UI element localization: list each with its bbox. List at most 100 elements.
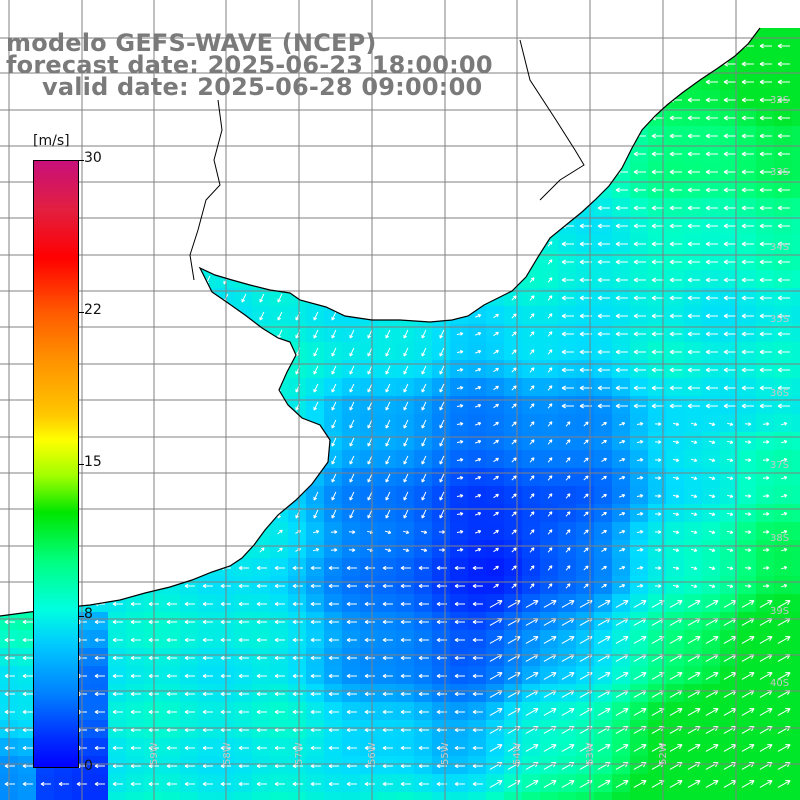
speed-cell: [306, 612, 324, 630]
speed-cell: [540, 468, 558, 486]
speed-cell: [468, 432, 486, 450]
wind-arrow: [418, 583, 429, 589]
wind-arrow: [403, 365, 409, 375]
wind-arrow: [762, 494, 770, 498]
speed-cell: [720, 684, 738, 702]
border-line: [189, 99, 223, 281]
wind-arrow: [672, 530, 680, 534]
speed-cell: [648, 792, 666, 800]
wind-arrow: [400, 691, 411, 697]
speed-cell: [558, 612, 576, 630]
speed-cell: [342, 666, 360, 684]
speed-cell: [324, 522, 342, 540]
wind-arrow: [364, 691, 375, 697]
speed-cell: [666, 180, 684, 198]
speed-cell: [540, 486, 558, 504]
speed-cell: [306, 486, 324, 504]
wind-arrow: [367, 401, 373, 411]
speed-cell: [738, 540, 756, 558]
speed-cell: [612, 270, 630, 288]
wind-arrow: [762, 548, 770, 552]
wind-arrow: [777, 133, 790, 139]
wind-arrow: [331, 401, 337, 411]
speed-cell: [72, 774, 90, 792]
wind-arrow: [511, 511, 517, 517]
speed-cell: [792, 504, 800, 522]
speed-cell: [432, 522, 450, 540]
speed-cell: [648, 270, 666, 288]
colorbar-tick-mark: [78, 616, 84, 617]
speed-cell: [306, 396, 324, 414]
speed-cell: [126, 648, 144, 666]
wind-arrow: [672, 548, 680, 552]
speed-cell: [594, 468, 612, 486]
speed-cell: [90, 630, 108, 648]
speed-cell: [576, 378, 594, 396]
speed-cell: [450, 648, 468, 666]
wind-arrow: [348, 548, 356, 552]
speed-cell: [558, 450, 576, 468]
speed-cell: [684, 144, 702, 162]
speed-cell: [396, 522, 414, 540]
wind-arrow: [777, 636, 791, 644]
speed-cell: [666, 306, 684, 324]
speed-cell: [450, 540, 468, 558]
speed-cell: [288, 612, 306, 630]
speed-cell: [792, 432, 800, 450]
speed-cell: [666, 594, 684, 612]
speed-cell: [468, 720, 486, 738]
wind-arrow: [723, 223, 736, 229]
speed-cell: [792, 144, 800, 162]
speed-cell: [324, 324, 342, 342]
speed-cell: [738, 414, 756, 432]
speed-cell: [612, 432, 630, 450]
speed-cell: [414, 648, 432, 666]
wind-arrow: [238, 565, 249, 571]
speed-cell: [252, 666, 270, 684]
wind-arrow: [238, 763, 249, 769]
speed-cell: [702, 216, 720, 234]
speed-cell: [378, 324, 396, 342]
wind-arrow: [403, 419, 409, 429]
wind-arrow: [364, 583, 375, 589]
speed-cell: [216, 648, 234, 666]
wind-arrow: [475, 548, 482, 552]
speed-cell: [432, 684, 450, 702]
wind-arrow: [636, 512, 644, 516]
wind-arrow: [130, 727, 141, 733]
wind-arrow: [475, 332, 482, 336]
wind-arrow: [726, 584, 734, 588]
wind-arrow: [382, 655, 393, 661]
speed-cell: [612, 180, 630, 198]
wind-arrow: [615, 259, 628, 265]
speed-cell: [324, 504, 342, 522]
wind-arrow: [331, 491, 337, 501]
speed-cell: [486, 486, 504, 504]
speed-cell: [306, 630, 324, 648]
wind-arrow: [402, 548, 410, 552]
speed-cell: [540, 270, 558, 288]
speed-cell: [774, 144, 792, 162]
wind-arrow: [759, 259, 772, 265]
speed-cell: [522, 720, 540, 738]
wind-arrow: [741, 241, 754, 247]
wind-arrow: [759, 187, 772, 193]
wind-arrow: [454, 583, 465, 589]
speed-cell: [504, 540, 522, 558]
wind-arrow: [619, 584, 626, 588]
speed-cell: [414, 486, 432, 504]
wind-arrow: [364, 727, 375, 733]
speed-cell: [630, 162, 648, 180]
wind-arrow: [741, 277, 754, 283]
wind-arrow: [310, 619, 321, 625]
speed-cell: [270, 684, 288, 702]
speed-cell: [558, 378, 576, 396]
speed-cell: [270, 594, 288, 612]
speed-cell: [468, 774, 486, 792]
wind-arrow: [439, 329, 445, 339]
wind-arrow: [759, 600, 773, 608]
wind-arrow: [472, 655, 483, 661]
speed-cell: [198, 720, 216, 738]
wind-arrow: [759, 636, 773, 644]
speed-cell: [684, 756, 702, 774]
